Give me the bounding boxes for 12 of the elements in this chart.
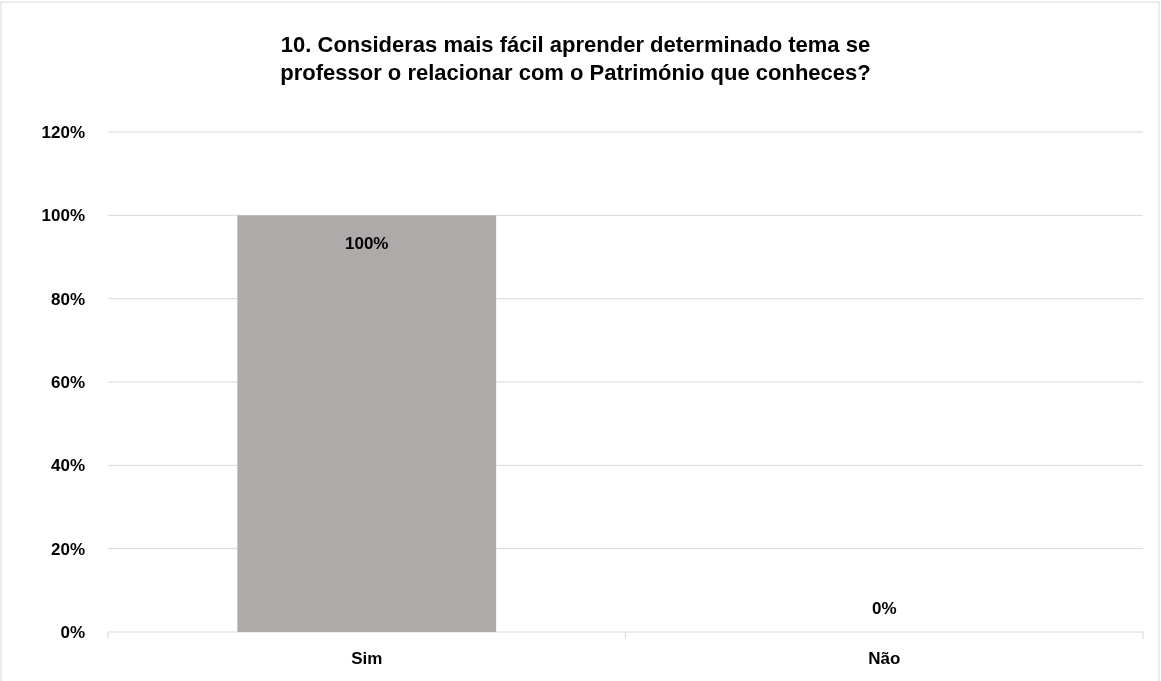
x-tick-label: Não bbox=[868, 649, 901, 668]
x-tick-label: Sim bbox=[351, 649, 383, 668]
y-tick-label: 80% bbox=[50, 289, 85, 309]
chart-title: 10. Consideras mais fácil aprender determinado tema se professor o relacionar com o Património que conheces? bbox=[280, 32, 871, 85]
y-tick-label: 120% bbox=[41, 122, 85, 142]
data-label: 100% bbox=[345, 234, 389, 254]
data-label: 0% bbox=[871, 599, 897, 618]
y-tick-label: 40% bbox=[50, 456, 85, 476]
y-tick-label: 100% bbox=[41, 206, 85, 226]
y-tick-label: 60% bbox=[50, 372, 85, 392]
y-tick-label: 0% bbox=[60, 622, 85, 642]
y-tick-label: 20% bbox=[50, 539, 85, 559]
